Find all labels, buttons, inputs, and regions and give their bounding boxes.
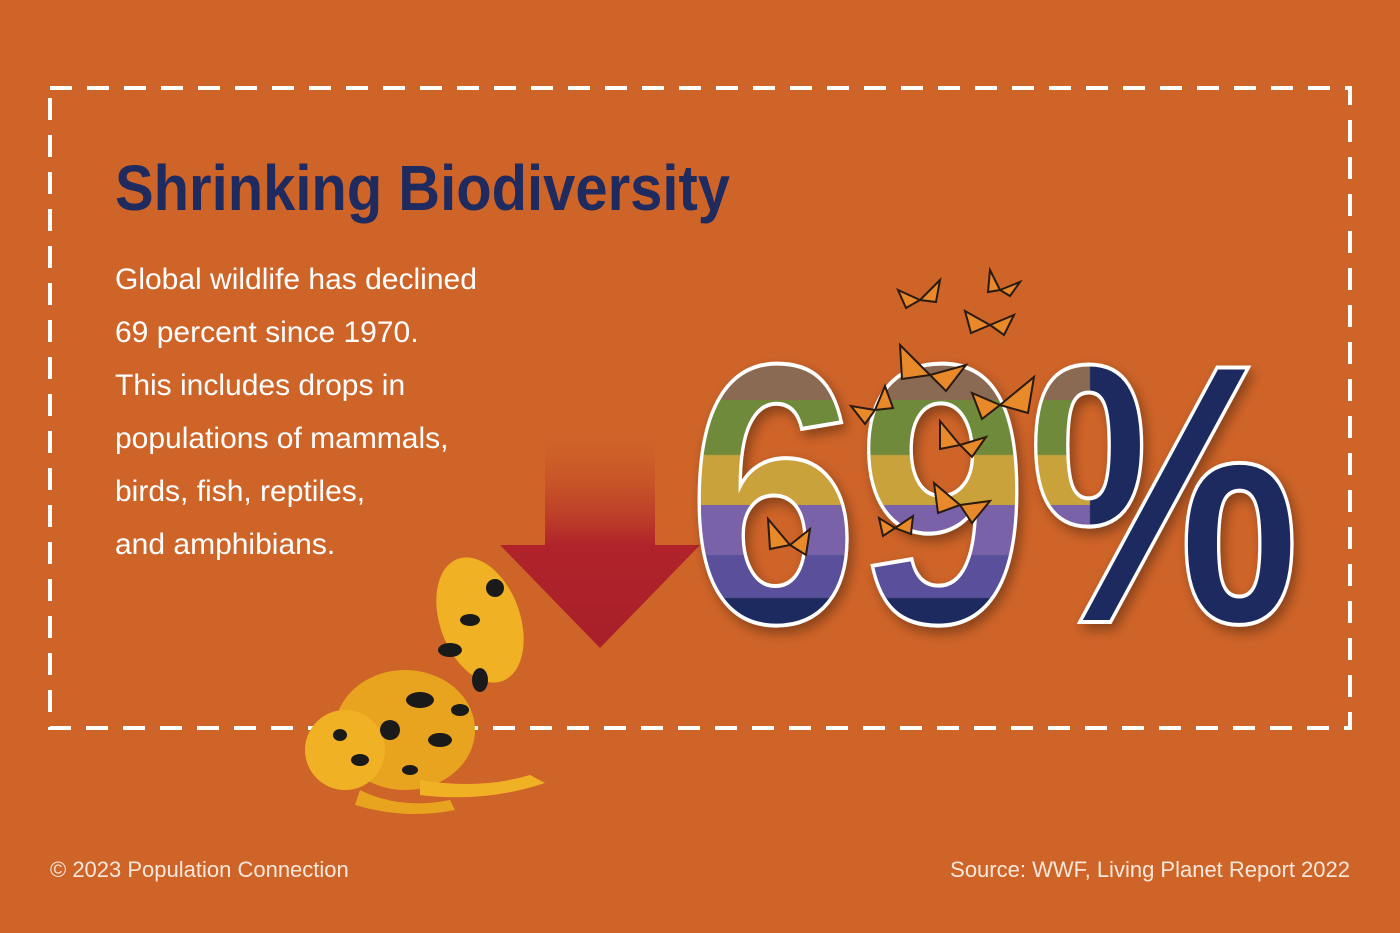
down-arrow <box>500 420 700 648</box>
big-stat: 69% <box>688 288 1300 701</box>
frog <box>305 557 545 814</box>
dashed-frame <box>48 86 1352 730</box>
body-line: populations of mammals, <box>115 422 449 455</box>
copyright: © 2023 Population Connection <box>50 857 349 882</box>
body-line: This includes drops in <box>115 369 405 402</box>
source: Source: WWF, Living Planet Report 2022 <box>950 857 1350 882</box>
body-line: Global wildlife has declined <box>115 263 477 296</box>
title: Shrinking Biodiversity <box>115 152 730 224</box>
butterflies <box>766 266 1036 557</box>
body-line: birds, fish, reptiles, <box>115 475 365 508</box>
body-line: and amphibians. <box>115 528 335 561</box>
body-line: 69 percent since 1970. <box>115 316 419 349</box>
body-text: Global wildlife has declined 69 percent s… <box>115 263 477 561</box>
